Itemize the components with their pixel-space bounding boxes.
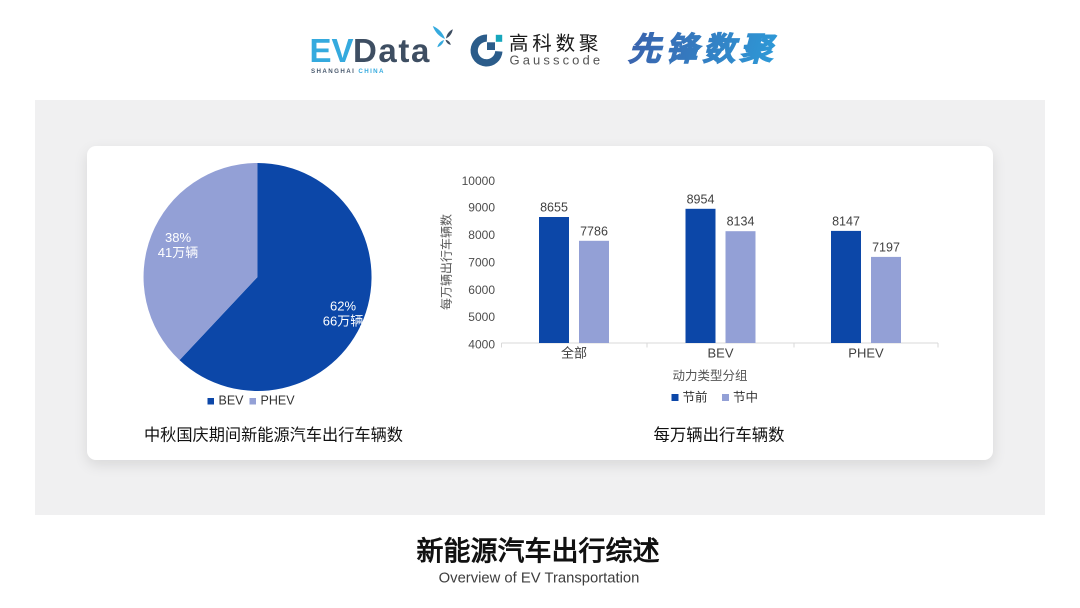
svg-text:5000: 5000 bbox=[468, 310, 495, 324]
svg-text:8954: 8954 bbox=[687, 192, 715, 206]
svg-text:全部: 全部 bbox=[561, 346, 587, 361]
svg-text:EV: EV bbox=[310, 32, 354, 69]
svg-text:8147: 8147 bbox=[832, 214, 860, 228]
svg-text:62%: 62% bbox=[330, 299, 356, 314]
svg-text:BEV: BEV bbox=[707, 346, 733, 361]
svg-text:8655: 8655 bbox=[540, 201, 568, 215]
svg-text:每万辆出行车辆数: 每万辆出行车辆数 bbox=[439, 214, 454, 310]
svg-text:6000: 6000 bbox=[468, 283, 495, 297]
svg-text:先锋数聚: 先锋数聚 bbox=[627, 32, 785, 67]
svg-text:7786: 7786 bbox=[580, 224, 608, 238]
svg-text:9000: 9000 bbox=[468, 201, 495, 215]
svg-text:4000: 4000 bbox=[468, 338, 495, 352]
svg-text:BEV: BEV bbox=[219, 394, 245, 408]
svg-text:每万辆出行车辆数: 每万辆出行车辆数 bbox=[653, 427, 784, 445]
svg-text:新能源汽车出行综述: 新能源汽车出行综述 bbox=[417, 535, 660, 566]
svg-text:PHEV: PHEV bbox=[261, 394, 296, 408]
svg-text:Overview of EV Transportation: Overview of EV Transportation bbox=[439, 571, 640, 587]
svg-text:Gausscode: Gausscode bbox=[510, 53, 604, 68]
svg-text:8134: 8134 bbox=[727, 215, 755, 229]
svg-text:PHEV: PHEV bbox=[848, 346, 884, 361]
svg-text:66万辆: 66万辆 bbox=[323, 314, 363, 329]
svg-text:SHANGHAI CHINA: SHANGHAI CHINA bbox=[311, 68, 385, 75]
svg-text:中秋国庆期间新能源汽车出行车辆数: 中秋国庆期间新能源汽车出行车辆数 bbox=[144, 427, 403, 445]
svg-text:节中: 节中 bbox=[733, 390, 758, 405]
svg-text:8000: 8000 bbox=[468, 228, 495, 242]
svg-text:动力类型分组: 动力类型分组 bbox=[672, 369, 747, 383]
svg-text:7000: 7000 bbox=[468, 255, 495, 269]
svg-text:高科数聚: 高科数聚 bbox=[509, 33, 602, 55]
svg-text:41万辆: 41万辆 bbox=[158, 245, 198, 260]
svg-text:10000: 10000 bbox=[462, 174, 496, 188]
svg-text:Data: Data bbox=[353, 32, 431, 69]
svg-text:节前: 节前 bbox=[683, 390, 708, 405]
svg-text:7197: 7197 bbox=[872, 240, 900, 254]
svg-text:38%: 38% bbox=[165, 230, 191, 245]
